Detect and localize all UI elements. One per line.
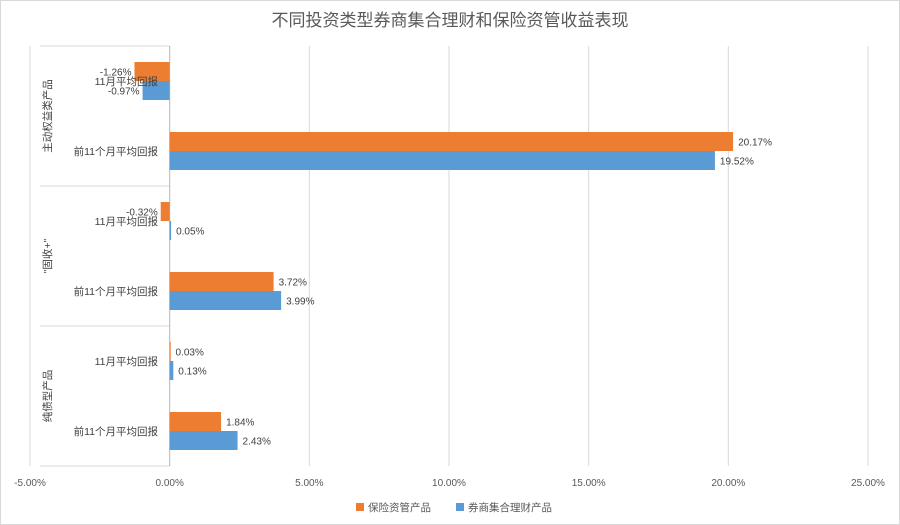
category-label: 11月平均回报 (95, 75, 159, 88)
group-label: 主动权益类产品 (41, 79, 54, 153)
bar-insurance (160, 202, 170, 221)
data-label: 19.52% (720, 157, 754, 168)
bar-broker (142, 81, 170, 100)
x-tick-label: 20.00% (711, 478, 745, 489)
bar-insurance (169, 272, 274, 291)
legend-swatch (456, 503, 464, 511)
x-tick-label: 0.00% (155, 478, 183, 489)
category-label: 前11个月平均回报 (74, 145, 159, 158)
bars (134, 62, 734, 450)
legend-label: 券商集合理财产品 (468, 501, 552, 514)
bar-insurance (169, 132, 734, 151)
group-label: 纯债型产品 (41, 370, 54, 423)
legend-label: 保险资管产品 (368, 501, 431, 514)
chart-title: 不同投资类型券商集合理财和保险资管收益表现 (272, 11, 629, 30)
x-tick-label: 5.00% (295, 478, 323, 489)
bar-broker (169, 291, 282, 310)
gridlines (29, 46, 869, 466)
category-label: 11月平均回报 (95, 355, 159, 368)
bar-insurance (169, 342, 171, 361)
data-label: 2.43% (243, 437, 271, 448)
bar-insurance (169, 412, 222, 431)
category-labels: 主动权益类产品 11月平均回报前11个月平均回报"固收+"11月平均回报前11个月… (41, 75, 158, 438)
bar-broker (169, 221, 172, 240)
legend-swatch (356, 503, 364, 511)
category-label: 前11个月平均回报 (74, 285, 159, 298)
data-label: 0.05% (176, 227, 204, 238)
bar-broker (169, 431, 238, 450)
x-tick-label: 15.00% (572, 478, 606, 489)
data-label: 1.84% (226, 418, 254, 429)
data-label: 0.13% (178, 367, 206, 378)
x-tick-label: 10.00% (432, 478, 466, 489)
data-label: 3.99% (286, 297, 314, 308)
x-tick-label: 25.00% (851, 478, 885, 489)
bar-broker (169, 361, 174, 380)
data-label: -1.26% (100, 68, 132, 79)
bar-broker (169, 151, 715, 170)
data-label: 0.03% (176, 348, 204, 359)
bar-insurance (134, 62, 170, 81)
category-label: 前11个月平均回报 (74, 425, 159, 438)
data-label: 20.17% (738, 138, 772, 149)
legend: 保险资管产品 券商集合理财产品 (356, 501, 552, 514)
data-label: -0.97% (108, 87, 140, 98)
axes: -5.00% 0.00% 5.00% 10.00% 15.00% 20.00% 25.00% (14, 45, 885, 489)
category-label: 11月平均回报 (95, 215, 159, 228)
data-label: 3.72% (279, 278, 307, 289)
x-tick-label: -5.00% (14, 478, 46, 489)
data-label: -0.32% (126, 208, 158, 219)
group-label: "固收+" (41, 238, 54, 273)
data-labels: -1.26% -0.97% 20.17% 19.52% -0.32% 0.05% 3.72%… (100, 68, 772, 448)
